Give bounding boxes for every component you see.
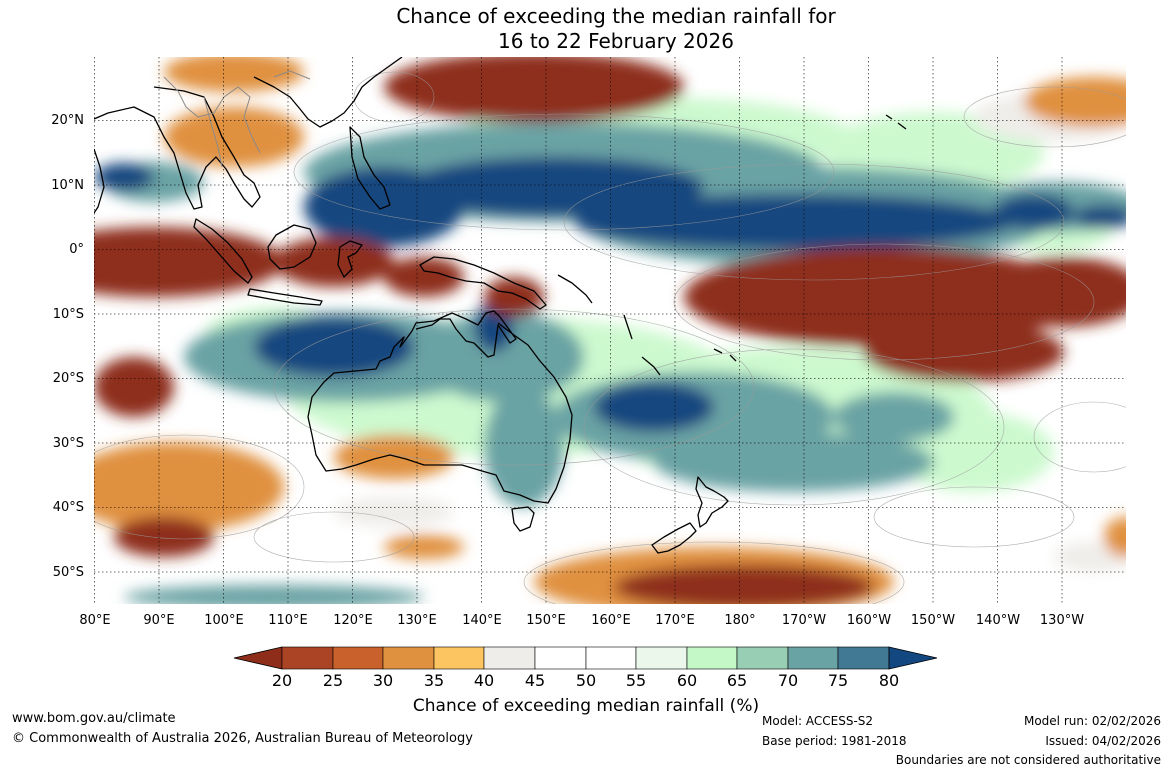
nz-north-island — [695, 476, 729, 528]
colorbar-swatch-35-40 — [433, 646, 485, 670]
colorbar-arrow-low — [233, 646, 283, 670]
colorbar-swatch-50-55 — [585, 646, 637, 670]
rainfall-probability-map[interactable] — [94, 57, 1126, 604]
lon-label-80e: 80°E — [79, 613, 111, 628]
colorbar-swatch-70-75 — [787, 646, 839, 670]
hawaii — [885, 114, 907, 130]
cb-tick-65: 65 — [726, 671, 748, 690]
colorbar-swatch-30-35 — [382, 646, 435, 670]
probability-field — [94, 57, 1126, 604]
lon-label-170w: 170°W — [781, 613, 827, 628]
lat-label-40s: 40°S — [52, 500, 84, 515]
colorbar-swatch-40-45 — [483, 646, 536, 670]
cb-tick-70: 70 — [777, 671, 799, 690]
base-period: Base period: 1981-2018 — [762, 734, 907, 748]
australia-coast — [307, 310, 573, 504]
title-line-1: Chance of exceeding the median rainfall … — [396, 4, 836, 28]
colorbar-title-text: Chance of exceeding median rainfall (%) — [412, 696, 760, 716]
country-borders — [163, 70, 311, 168]
map-title: Chance of exceeding the median rainfall … — [0, 4, 1173, 54]
cb-tick-75: 75 — [827, 671, 849, 690]
sulawesi-coast — [337, 240, 363, 278]
boundaries-disclaimer: Boundaries are not considered authoritat… — [895, 753, 1161, 767]
new-caledonia — [641, 356, 661, 376]
india-coast — [94, 148, 105, 214]
china-coast — [253, 57, 403, 128]
cb-tick-35: 35 — [423, 671, 445, 690]
colorbar-swatch-65-70 — [736, 646, 789, 670]
cb-tick-30: 30 — [372, 671, 394, 690]
contour-lines — [94, 71, 1126, 604]
map-canvas — [94, 57, 1126, 604]
cb-tick-40: 40 — [473, 671, 495, 690]
cb-tick-45: 45 — [524, 671, 546, 690]
colorbar-arrow-high — [888, 646, 938, 670]
cb-tick-50: 50 — [575, 671, 597, 690]
lon-label-180: 180° — [724, 613, 756, 628]
lon-label-120e: 120°E — [333, 613, 373, 628]
colorbar-swatch-75-80 — [837, 646, 890, 670]
lon-label-150e: 150°E — [526, 613, 566, 628]
model-run-date: Model run: 02/02/2026 — [1023, 714, 1161, 728]
model-name: Model: ACCESS-S2 — [762, 714, 874, 728]
colorbar-swatch-60-65 — [686, 646, 738, 670]
gridlines — [94, 57, 1126, 604]
cb-tick-60: 60 — [676, 671, 698, 690]
cb-tick-80: 80 — [878, 671, 900, 690]
sumatra-coast — [193, 218, 253, 284]
website-link[interactable]: www.bom.gov.au/climate — [12, 711, 176, 726]
lat-label-30s: 30°S — [52, 436, 84, 451]
lon-label-160e: 160°E — [591, 613, 631, 628]
colorbar — [233, 646, 938, 670]
colorbar-swatch-55-60 — [635, 646, 688, 670]
colorbar-swatch-20-25 — [281, 646, 334, 670]
fiji — [713, 348, 737, 362]
solomon-islands — [557, 274, 593, 304]
cb-tick-25: 25 — [322, 671, 344, 690]
new-guinea-coast — [419, 256, 547, 310]
lon-label-100e: 100°E — [204, 613, 244, 628]
lon-label-90e: 90°E — [143, 613, 175, 628]
lat-label-10n: 10°N — [51, 178, 84, 193]
field-dark-blue — [94, 157, 1126, 432]
cb-tick-20: 20 — [271, 671, 293, 690]
lat-label-10s: 10°S — [52, 307, 84, 322]
borneo-coast — [267, 224, 317, 270]
lon-label-130e: 130°E — [397, 613, 437, 628]
philippines-coast — [349, 126, 391, 210]
copyright-text: © Commonwealth of Australia 2026, Austra… — [12, 731, 473, 746]
title-line-2: 16 to 22 February 2026 — [498, 29, 734, 53]
lon-label-110e: 110°E — [268, 613, 308, 628]
lon-label-140w: 140°W — [975, 613, 1021, 628]
lon-label-150w: 150°W — [910, 613, 956, 628]
lon-label-160w: 160°W — [846, 613, 892, 628]
colorbar-swatch-45-50 — [534, 646, 587, 670]
lat-label-50s: 50°S — [52, 565, 84, 580]
lon-label-170e: 170°E — [655, 613, 695, 628]
tasmania-coast — [511, 506, 535, 532]
issued-date: Issued: 04/02/2026 — [1045, 734, 1161, 748]
colorbar-title: Chance of exceeding median rainfall (%) — [0, 696, 1173, 716]
cb-tick-55: 55 — [625, 671, 647, 690]
colorbar-swatch-25-30 — [332, 646, 384, 670]
lat-label-20s: 20°S — [52, 371, 84, 386]
field-brown — [94, 57, 1126, 604]
lat-label-0: 0° — [69, 242, 84, 257]
nz-south-island — [651, 522, 697, 554]
lon-label-130w: 130°W — [1039, 613, 1085, 628]
lat-label-20n: 20°N — [51, 113, 84, 128]
vanuatu — [623, 314, 633, 340]
java-coast — [247, 288, 323, 306]
lon-label-140e: 140°E — [462, 613, 502, 628]
